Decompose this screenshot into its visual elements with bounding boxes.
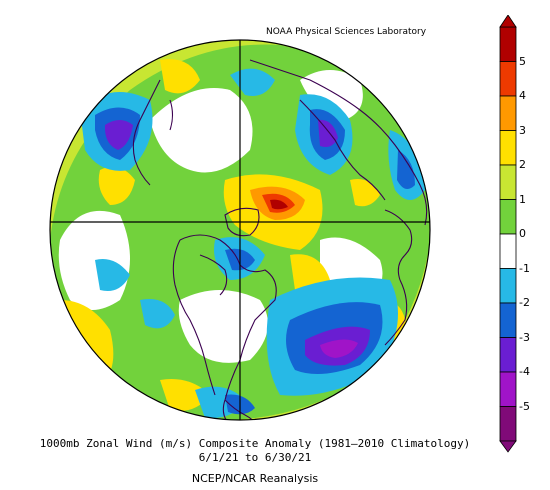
- colorbar-bin: [499, 61, 517, 97]
- colorbar-tick-label: -1: [519, 261, 530, 275]
- caption-source: NCEP/NCAR Reanalysis: [191, 472, 319, 485]
- coastlines: [132, 59, 428, 420]
- colorbar-bin: [499, 233, 517, 269]
- colorbar-tick-label: 5: [519, 54, 526, 68]
- anomaly-field: [50, 40, 430, 420]
- caption-date-range: 6/1/21 to 6/30/21: [198, 451, 312, 464]
- colorbar-bin: [499, 164, 517, 200]
- colorbar-bin: [499, 199, 517, 235]
- colorbar-bin: [499, 130, 517, 166]
- colorbar-tick-label: -2: [519, 296, 530, 309]
- colorbar-bin: [499, 268, 517, 304]
- colorbar-tick-label: 0: [519, 227, 526, 240]
- colorbar-tick-label: 2: [519, 158, 526, 171]
- colorbar-tick-label: -5: [519, 399, 530, 413]
- colorbar-tick-label: -4: [519, 365, 530, 378]
- lab-name: NOAA Physical Sciences Laboratory: [266, 27, 427, 37]
- colorbar-bottom-arrow: [499, 440, 517, 453]
- colorbar-tick-label: 3: [519, 123, 526, 137]
- colorbar-bin: [499, 337, 517, 373]
- colorbar-bin: [499, 302, 517, 338]
- caption-title: 1000mb Zonal Wind (m/s) Composite Anomal…: [39, 437, 471, 450]
- colorbar-bin: [499, 26, 517, 62]
- colorbar-tick-label: -3: [519, 330, 530, 344]
- colorbar-tick-label: 1: [519, 192, 526, 206]
- colorbar-top-arrow: [499, 15, 517, 28]
- colorbar-bin: [499, 95, 517, 131]
- colorbar-bin: [499, 406, 517, 442]
- colorbar-tick-label: 4: [519, 89, 526, 102]
- colorbar-bin: [499, 371, 517, 407]
- colorbar: [499, 15, 517, 453]
- map-border: [49, 39, 431, 421]
